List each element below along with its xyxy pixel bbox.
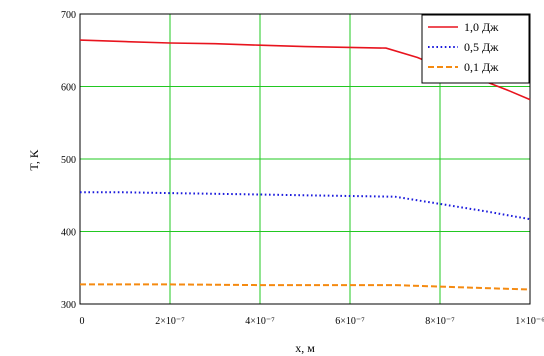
x-tick-label: 6×10⁻⁷	[335, 316, 365, 327]
series-line-2	[80, 191, 531, 221]
tick-labels: 0 2×10⁻⁷ 4×10⁻⁷ 6×10⁻⁷ 8×10⁻⁷ 1×10⁻⁶ 300 400 500…	[61, 10, 544, 327]
x-axis-label: x, м	[295, 341, 315, 355]
y-tick-label: 400	[61, 228, 76, 239]
y-tick-label: 500	[61, 155, 76, 166]
y-axis-label: T, K	[27, 149, 41, 170]
x-tick-label: 1×10⁻⁶	[515, 316, 544, 327]
x-tick-label: 4×10⁻⁷	[245, 316, 275, 327]
series-line-3	[80, 283, 531, 291]
legend: 1,0 Дж 0,5 Дж 0,1 Дж	[421, 14, 530, 84]
legend-label: 0,1 Дж	[464, 60, 499, 74]
legend-label: 0,5 Дж	[464, 40, 499, 54]
y-tick-label: 600	[61, 83, 76, 94]
x-tick-label: 0	[80, 316, 85, 327]
y-tick-label: 300	[61, 300, 76, 311]
legend-label: 1,0 Дж	[464, 20, 499, 34]
x-tick-label: 2×10⁻⁷	[155, 316, 185, 327]
plot-frame	[79, 13, 531, 305]
y-tick-label: 700	[61, 10, 76, 21]
x-tick-label: 8×10⁻⁷	[425, 316, 455, 327]
